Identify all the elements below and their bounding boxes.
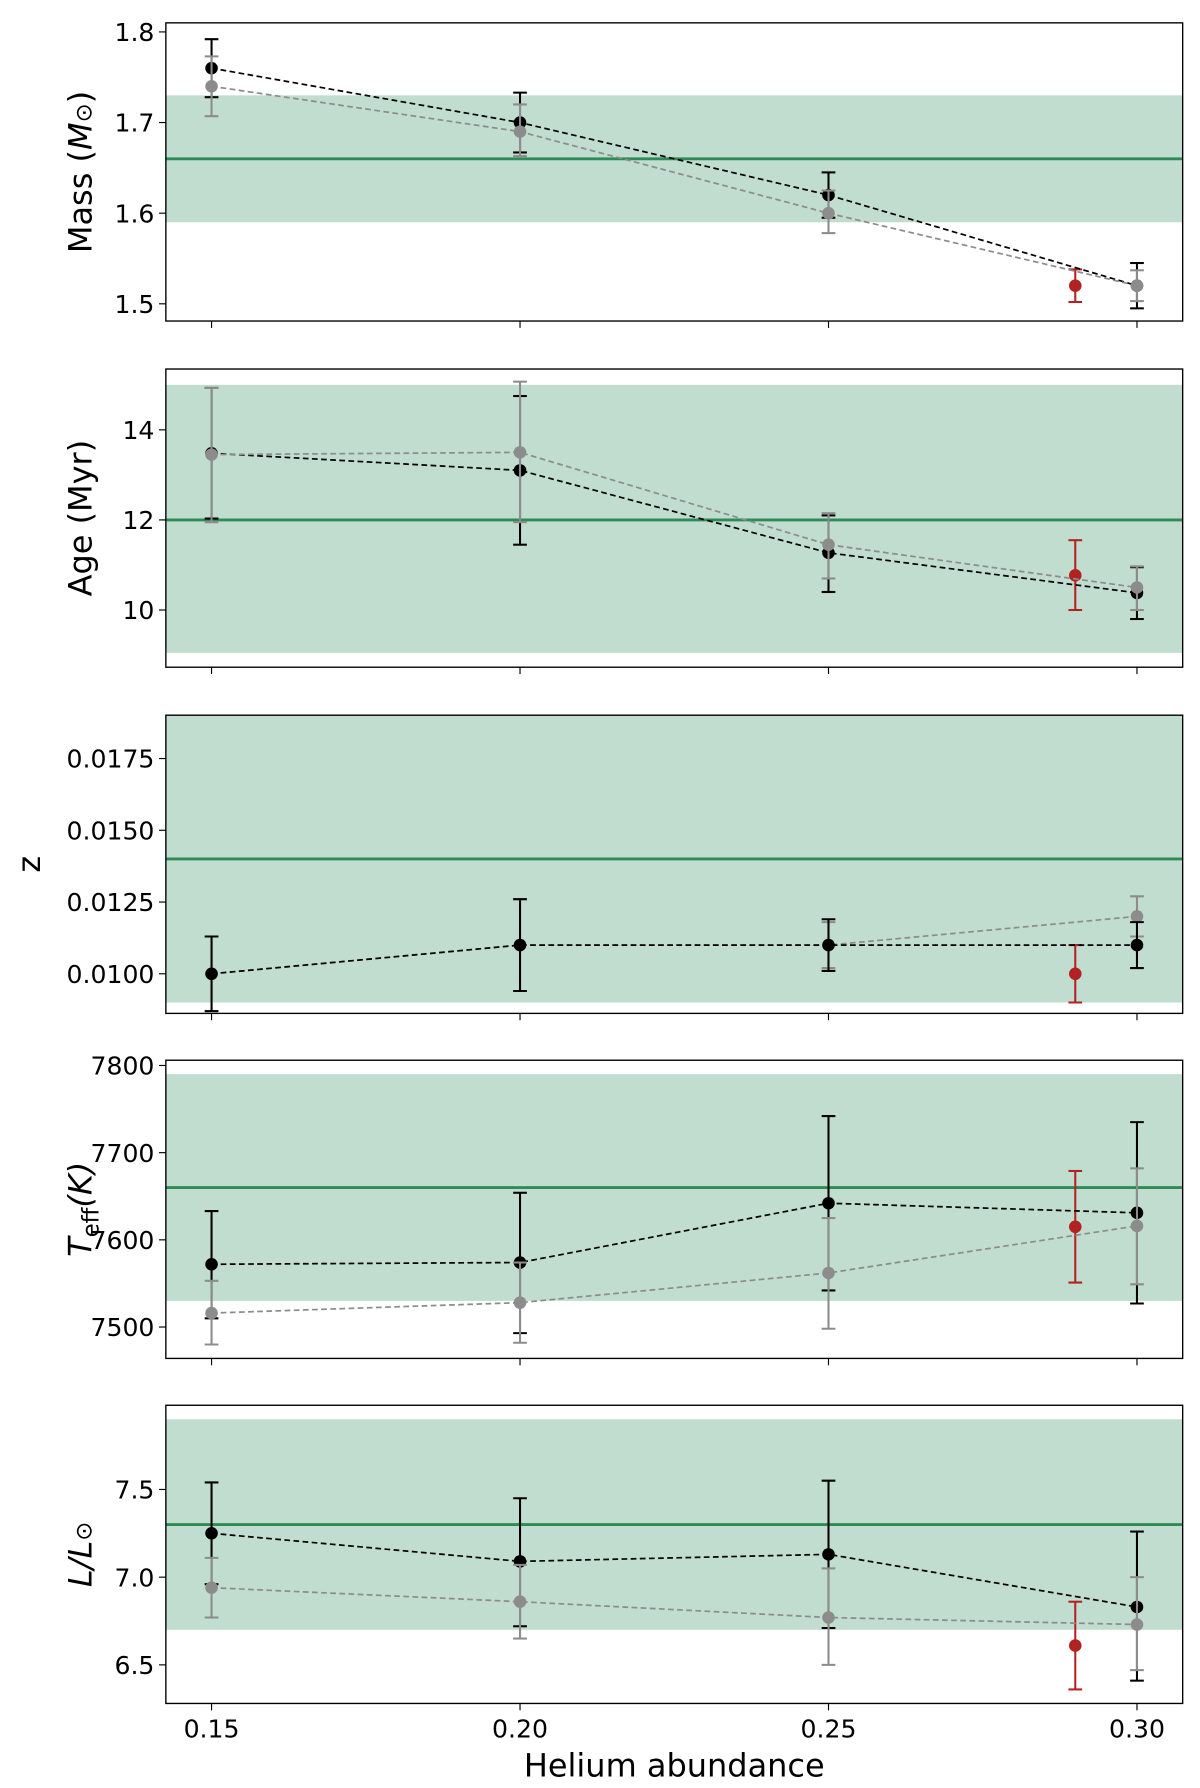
plot-area (165, 715, 1183, 1013)
black-series-marker (1130, 938, 1144, 952)
gray-series-marker (822, 206, 835, 220)
x-axis-label: Helium abundance (524, 1747, 825, 1785)
gray-series-marker (1130, 581, 1144, 594)
red-point-marker (1068, 967, 1082, 981)
y-tick-label: 7600 (90, 1226, 154, 1255)
gray-series-marker (513, 1296, 527, 1309)
panel-2: 10 12 14 Age (Myr) (62, 368, 1184, 675)
y-tick-label: 1.5 (114, 290, 154, 319)
black-series-line (211, 452, 1138, 594)
black-series-marker (822, 1196, 835, 1210)
y-axis-label: Mass (M⊙) (62, 91, 100, 253)
gray-series-marker (205, 1306, 218, 1320)
y-axis-label-part: eff (78, 1206, 104, 1237)
y-tick-label: 10 (122, 596, 154, 625)
y-axis-label-part: M (62, 122, 100, 150)
y-tick-label: 1.6 (114, 199, 154, 228)
gray-series-marker (822, 1611, 835, 1624)
gray-series-line (211, 1586, 1137, 1626)
y-axis-label-part: ⊙ (72, 1522, 98, 1541)
panel-1: 1.5 1.6 1.7 1.8 Mass (M⊙) (62, 18, 1184, 328)
gray-series-marker (822, 1266, 835, 1280)
gray-series-line (211, 85, 1138, 287)
y-tick-label: 0.0125 (67, 888, 155, 917)
gray-series-line (211, 451, 1138, 589)
y-tick-label: 14 (122, 416, 154, 445)
axes-frame (165, 1404, 1184, 1705)
gray-series-marker (205, 80, 218, 93)
gray-series-marker (205, 1581, 218, 1594)
y-axis-label-part: T (62, 1235, 100, 1257)
red-point-marker (1068, 1220, 1082, 1234)
y-axis-label-part: ⊙ (72, 103, 98, 122)
y-tick-label: 7.0 (114, 1563, 154, 1592)
axes-frame (165, 1059, 1184, 1360)
panel-3: 0.0100 0.0125 0.0150 0.0175 z (10, 714, 1184, 1021)
gray-series-marker (1130, 279, 1144, 292)
black-series-marker (822, 1548, 835, 1561)
y-tick-label: 1.8 (114, 18, 154, 47)
gray-series-marker (1130, 1219, 1144, 1233)
y-axis-label-part: ) (62, 91, 100, 103)
red-point-marker (1068, 1639, 1082, 1652)
plot-area (165, 1419, 1183, 1691)
y-tick-label: 7.5 (114, 1476, 154, 1505)
y-axis-label: Teff(K) (62, 1162, 105, 1257)
y-tick-label: 7700 (90, 1139, 154, 1168)
y-tick-label: 1.7 (114, 109, 154, 138)
y-tick-label: 0.0175 (67, 745, 155, 774)
plot-area (165, 38, 1183, 310)
y-axis-label: Age (Myr) (62, 440, 100, 597)
y-tick-label: 12 (122, 506, 154, 535)
y-axis-label-part: (K) (62, 1162, 100, 1208)
panel-5: 6.5 7.0 7.5 L/L⊙ 0.15 0.20 0.25 0.30 (62, 1404, 1184, 1744)
black-series-line (211, 944, 1137, 975)
y-tick-label: 6.5 (114, 1651, 154, 1680)
red-point-marker (1068, 569, 1082, 582)
gray-series-marker (1130, 910, 1144, 923)
plot-area (165, 1074, 1183, 1346)
gray-series-marker (513, 446, 527, 459)
x-tick-label: 0.25 (801, 1715, 857, 1744)
gray-series-line (211, 915, 1138, 975)
x-tick-label: 0.15 (184, 1715, 240, 1744)
x-tick-label: 0.20 (492, 1715, 548, 1744)
y-axis-label-part: L/L (62, 1541, 100, 1587)
black-series-marker (205, 967, 218, 981)
y-axis-label: L/L⊙ (62, 1522, 100, 1588)
gray-series-marker (822, 538, 835, 551)
y-tick-label: 7500 (90, 1313, 154, 1342)
y-axis-label-part: Mass ( (62, 150, 100, 253)
black-series-marker (513, 938, 527, 952)
black-series-marker (822, 938, 835, 952)
plot-area (165, 380, 1183, 653)
red-point-marker (1068, 279, 1082, 292)
axes-frame (165, 714, 1184, 1015)
axes-frame (165, 22, 1184, 322)
gray-series-marker (513, 1595, 527, 1609)
y-tick-label: 0.0100 (67, 960, 155, 989)
axes-frame (165, 368, 1184, 668)
black-series-line (211, 1202, 1137, 1266)
panel-4: 7500 7600 7700 7800 Teff(K) (62, 1052, 1184, 1366)
gray-series-marker (513, 125, 527, 138)
gray-series-marker (205, 448, 218, 461)
black-series-marker (205, 1257, 218, 1271)
black-series-marker (205, 1527, 218, 1540)
y-tick-label: 0.0150 (67, 816, 155, 845)
gray-series-marker (1130, 1618, 1144, 1631)
x-tick-label: 0.30 (1109, 1715, 1165, 1744)
y-tick-label: 7800 (90, 1052, 154, 1081)
y-axis-label: z (10, 856, 48, 873)
black-series-line (211, 67, 1138, 287)
